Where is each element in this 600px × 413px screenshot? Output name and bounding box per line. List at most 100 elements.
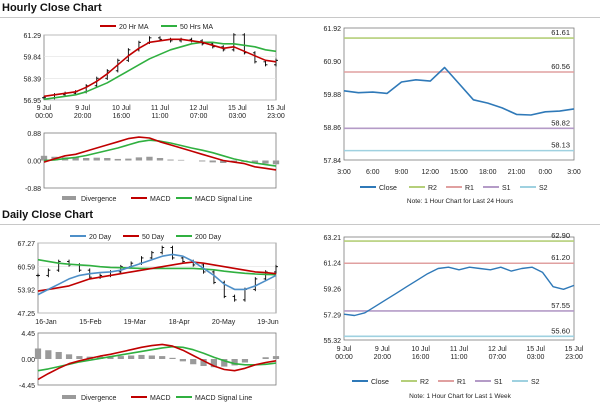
daily-section-title: Daily Close Chart (2, 209, 94, 221)
daily-price-legend-label-2: 200 Day (195, 234, 222, 241)
daily-sr-x-tick-2-line2: 16:00 (412, 354, 430, 361)
daily-sr-y-tick-0: 55.32 (323, 338, 341, 345)
hourly-divergence-bar-8 (125, 158, 132, 161)
daily-close-line (343, 266, 575, 317)
hourly-sr-legend-label-0: Close (379, 185, 397, 192)
daily-sr-legend-label-2: R1 (457, 379, 466, 386)
hourly-divergence-bar-22 (272, 160, 280, 165)
hourly-macd-line (43, 136, 277, 171)
daily-signal-line (37, 345, 277, 372)
daily-divergence-bar-4 (76, 356, 83, 359)
daily-price-legend-label-1: 50 Day (142, 234, 165, 241)
hourly-sr-x-tick-3: 12:00 (421, 169, 439, 176)
daily-level-label-s2: 55.60 (551, 326, 570, 335)
daily-macd-y-tick-0: -4.45 (19, 383, 35, 390)
hourly-price-x-tick-3-line2: 11:00 (152, 113, 169, 120)
daily-sr-x-tick-0-line2: 00:00 (335, 354, 353, 361)
hourly-divergence-bar-5 (93, 157, 100, 161)
daily-sr-x-tick-6-line2: 23:00 (565, 354, 583, 361)
daily-divergence-bar-7 (107, 356, 114, 359)
daily-macd-legend-swatch-0 (62, 395, 76, 399)
daily-sr-frame (343, 236, 575, 341)
daily-macd-frame (37, 332, 277, 386)
daily-divergence-bar-3 (65, 354, 73, 359)
daily-divider (0, 224, 600, 225)
hourly-sr-legend-label-3: S1 (502, 185, 511, 192)
hourly-price-x-tick-0: 9 Jul (37, 105, 52, 112)
hourly-sr-y-tick-1: 58.86 (323, 125, 341, 132)
daily-divergence-bar-20 (241, 359, 249, 363)
hourly-price-y-tick-0: 56.95 (23, 98, 41, 105)
hourly-sr-x-tick-7: 0:00 (538, 169, 552, 176)
hourly-macd-legend-label-2: MACD Signal Line (195, 196, 252, 203)
hourly-divergence-bar-16 (209, 160, 216, 163)
hourly-level-label-r2: 61.61 (551, 28, 570, 37)
hourly-section-title: Hourly Close Chart (2, 2, 102, 14)
hourly-sr-y-tick-0: 57.84 (323, 158, 341, 165)
hourly-price-x-tick-4-line2: 07:00 (190, 113, 208, 120)
hourly-sr-x-tick-5: 18:00 (479, 169, 497, 176)
hourly-sr-x-tick-6: 21:00 (508, 169, 526, 176)
daily-price-x-tick-5: 19-Jun (257, 319, 279, 326)
daily-divergence-bar-15 (190, 359, 197, 365)
daily-divergence-bar-18 (221, 359, 228, 367)
hourly-divergence-bar-3 (72, 157, 79, 161)
hourly-macd-y-tick-2: 0.88 (27, 131, 41, 138)
hourly-divergence-bar-0 (40, 155, 48, 161)
hourly-sr-x-tick-1: 6:00 (366, 169, 380, 176)
daily-sr-x-tick-5-line2: 03:00 (527, 354, 545, 361)
daily-sr-y-tick-4: 63.21 (323, 235, 341, 242)
daily-price-x-tick-0: 16-Jan (35, 319, 57, 326)
daily-price-y-tick-1: 53.92 (17, 288, 35, 295)
hourly-price-x-tick-0-line2: 00:00 (35, 113, 53, 120)
daily-level-label-s1: 57.55 (551, 301, 570, 310)
hourly-sr-x-tick-4: 15:00 (450, 169, 468, 176)
daily-sr-legend-label-3: S1 (494, 379, 503, 386)
hourly-price-y-tick-3: 61.29 (23, 33, 41, 40)
hourly-price-x-tick-3: 11 Jul (151, 105, 170, 112)
hourly-level-label-s1: 58.82 (551, 118, 570, 127)
daily-sr-y-tick-2: 59.26 (323, 287, 341, 294)
hourly-sr-x-tick-8: 3:00 (567, 169, 581, 176)
daily-sr-legend-label-1: R2 (420, 379, 429, 386)
hourly-divergence-bar-17 (220, 160, 227, 163)
hourly-price-x-tick-4: 12 Jul (189, 105, 208, 112)
hourly-sr-legend-label-2: R1 (465, 185, 474, 192)
daily-divergence-bar-0 (34, 348, 42, 359)
hourly-divergence-bar-12 (167, 159, 174, 161)
daily-200day-line (37, 258, 277, 276)
hourly-sr-x-tick-2: 9:00 (395, 169, 409, 176)
daily-macd-legend-label-1: MACD (150, 395, 171, 402)
daily-price-y-tick-0: 47.25 (17, 311, 35, 318)
daily-divergence-bar-19 (231, 359, 238, 366)
hourly-divergence-bar-15 (199, 160, 206, 162)
hourly-price-x-tick-6-line2: 23:00 (267, 113, 285, 120)
daily-divergence-bar-11 (148, 355, 155, 359)
hourly-macd-legend-label-0: Divergence (81, 196, 117, 203)
daily-price-x-tick-2: 19-Mar (124, 319, 147, 326)
hourly-price-x-tick-6: 15 Jul (267, 105, 286, 112)
daily-macd-y-tick-2: 4.45 (21, 331, 35, 338)
hourly-macd-legend-label-1: MACD (150, 196, 171, 203)
daily-sr-x-tick-1-line2: 20:00 (374, 354, 392, 361)
hourly-divergence-bar-21 (262, 160, 269, 164)
hourly-sr-frame (343, 27, 575, 161)
hourly-sr-legend-label-4: S2 (539, 185, 548, 192)
daily-price-frame (37, 242, 277, 314)
daily-divergence-bar-12 (159, 356, 166, 359)
hourly-price-x-tick-2: 10 Jul (112, 105, 131, 112)
daily-sr-legend-label-4: S2 (531, 379, 540, 386)
daily-sr-x-tick-1: 9 Jul (375, 346, 390, 353)
hourly-price-legend-label-0: 20 Hr MA (119, 24, 149, 31)
hourly-divergence-bar-20 (251, 160, 259, 163)
hourly-close-line (343, 66, 575, 116)
daily-sr-y-tick-3: 61.24 (323, 261, 341, 268)
hourly-macd-y-tick-1: 0.00 (27, 159, 41, 166)
daily-level-label-r1: 61.20 (551, 253, 570, 262)
hourly-20hr-ma-line (43, 38, 277, 98)
hourly-divergence-bar-11 (156, 158, 164, 161)
hourly-sr-y-tick-2: 59.88 (323, 92, 341, 99)
hourly-divergence-bar-4 (83, 158, 90, 161)
hourly-price-y-tick-2: 59.84 (23, 55, 41, 62)
hourly-divergence-bar-9 (135, 157, 143, 161)
